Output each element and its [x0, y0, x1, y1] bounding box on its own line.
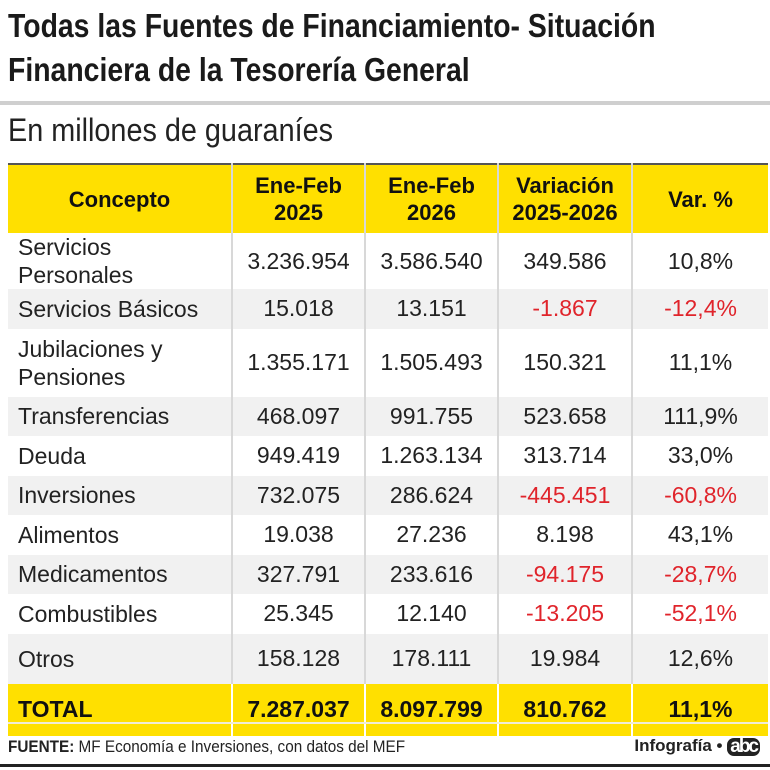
- header-concepto: Concepto: [8, 164, 232, 233]
- var-pct-value: -60,8%: [631, 475, 768, 515]
- variacion-value: 523.658: [497, 396, 632, 436]
- var-pct-value: 10,8%: [631, 233, 768, 289]
- header-variacion: Variación 2025-2026: [497, 164, 632, 233]
- variacion-value: 8.198: [497, 515, 632, 555]
- total-2026: 8.097.799: [364, 683, 498, 736]
- page-title: Todas las Fuentes de Financiamiento- Sit…: [8, 4, 656, 92]
- subtitle: En millones de guaraníes: [8, 112, 333, 148]
- concepto-cell: Deuda: [18, 442, 86, 469]
- var-pct-value: 43,1%: [631, 515, 768, 555]
- table-row: Combustibles 25.345 12.140 -13.205 -52,1%: [8, 594, 768, 634]
- header-2025: Ene-Feb 2025: [231, 164, 365, 233]
- value-2026: 233.616: [364, 554, 498, 594]
- variacion-value: -94.175: [497, 554, 632, 594]
- title-divider: [0, 101, 770, 105]
- table-row: Servicios Básicos 15.018 13.151 -1.867 -12,4…: [8, 289, 768, 329]
- financing-table: Concepto Ene-Feb 2025 Ene-Feb 2026 Variaci…: [8, 163, 768, 736]
- value-2026: 1.505.493: [364, 328, 498, 397]
- total-var-pct: 11,1%: [631, 683, 768, 736]
- source-note: FUENTE: MF Economía e Inversiones, con d…: [8, 737, 406, 756]
- concepto-cell: Alimentos: [18, 521, 119, 548]
- value-2026: 3.586.540: [364, 233, 498, 289]
- value-2025: 19.038: [231, 515, 365, 555]
- value-2025: 158.128: [231, 633, 365, 684]
- value-2026: 1.263.134: [364, 436, 498, 476]
- value-2025: 468.097: [231, 396, 365, 436]
- var-pct-value: -28,7%: [631, 554, 768, 594]
- variacion-value: -445.451: [497, 475, 632, 515]
- concepto-cell: Inversiones: [18, 482, 136, 509]
- variacion-value: 313.714: [497, 436, 632, 476]
- header-2026: Ene-Feb 2026: [364, 164, 498, 233]
- concepto-cell: Servicios Básicos: [18, 295, 199, 322]
- variacion-value: -1.867: [497, 289, 632, 329]
- header-row: Concepto Ene-Feb 2025 Ene-Feb 2026 Variaci…: [8, 164, 768, 233]
- var-pct-value: 33,0%: [631, 436, 768, 476]
- value-2025: 949.419: [231, 436, 365, 476]
- table-row: Jubilaciones y Pensiones 1.355.171 1.505.49…: [8, 328, 768, 397]
- value-2026: 13.151: [364, 289, 498, 329]
- total-variacion: 810.762: [497, 683, 632, 736]
- table-row: Deuda 949.419 1.263.134 313.714 33,0%: [8, 436, 768, 476]
- var-pct-value: 12,6%: [631, 633, 768, 684]
- value-2026: 27.236: [364, 515, 498, 555]
- variacion-value: 19.984: [497, 633, 632, 684]
- var-pct-value: -12,4%: [631, 289, 768, 329]
- concepto-cell: Transferencias: [18, 403, 170, 430]
- header-var-pct: Var. %: [631, 164, 768, 233]
- total-row: TOTAL 7.287.037 8.097.799 810.762 11,1%: [8, 683, 768, 736]
- variacion-value: 150.321: [497, 328, 632, 397]
- footer-divider: [8, 722, 768, 724]
- concepto-cell: Combustibles: [18, 600, 158, 627]
- value-2025: 25.345: [231, 594, 365, 634]
- concepto-cell: Otros: [18, 645, 75, 672]
- var-pct-value: 111,9%: [631, 396, 768, 436]
- abc-logo: abc: [727, 737, 760, 756]
- concepto-cell: Medicamentos: [18, 561, 168, 588]
- concepto-cell: Jubilaciones y Pensiones: [18, 335, 163, 390]
- value-2026: 178.111: [364, 633, 498, 684]
- table-row: Alimentos 19.038 27.236 8.198 43,1%: [8, 515, 768, 555]
- table-row: Transferencias 468.097 991.755 523.658 111,9…: [8, 396, 768, 436]
- title-line-1: Todas las Fuentes de Financiamiento- Sit…: [8, 7, 656, 44]
- value-2025: 732.075: [231, 475, 365, 515]
- table-row: Otros 158.128 178.111 19.984 12,6%: [8, 633, 768, 684]
- title-line-2: Financiera de la Tesorería General: [8, 51, 470, 88]
- value-2026: 286.624: [364, 475, 498, 515]
- table-row: Servicios Personales 3.236.954 3.586.540 34…: [8, 233, 768, 289]
- table-row: Medicamentos 327.791 233.616 -94.175 -28,7%: [8, 554, 768, 594]
- total-2025: 7.287.037: [231, 683, 365, 736]
- var-pct-value: 11,1%: [631, 328, 768, 397]
- variacion-value: 349.586: [497, 233, 632, 289]
- value-2025: 3.236.954: [231, 233, 365, 289]
- bottom-rule: [0, 764, 770, 767]
- total-label: TOTAL: [8, 683, 232, 736]
- value-2026: 991.755: [364, 396, 498, 436]
- value-2025: 1.355.171: [231, 328, 365, 397]
- concepto-cell: Servicios Personales: [18, 234, 134, 288]
- value-2025: 327.791: [231, 554, 365, 594]
- var-pct-value: -52,1%: [631, 594, 768, 634]
- value-2025: 15.018: [231, 289, 365, 329]
- table-row: Inversiones 732.075 286.624 -445.451 -60,8%: [8, 475, 768, 515]
- variacion-value: -13.205: [497, 594, 632, 634]
- credit: Infografía • abc: [634, 736, 760, 756]
- value-2026: 12.140: [364, 594, 498, 634]
